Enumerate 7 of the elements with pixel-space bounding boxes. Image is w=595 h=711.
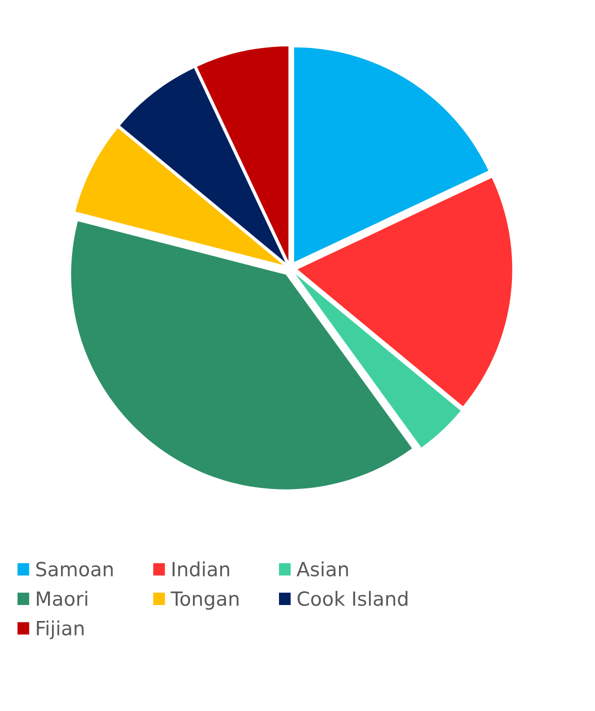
legend-label: Tongan bbox=[170, 592, 238, 610]
legend-label: Maori bbox=[36, 590, 88, 606]
legend-label: Fijian bbox=[36, 620, 84, 640]
legend-label: Cook Island bbox=[298, 590, 408, 606]
legend-label: Indian bbox=[172, 561, 230, 576]
legend-label: Samoan bbox=[36, 562, 113, 576]
legend-label: Asian bbox=[296, 561, 348, 576]
